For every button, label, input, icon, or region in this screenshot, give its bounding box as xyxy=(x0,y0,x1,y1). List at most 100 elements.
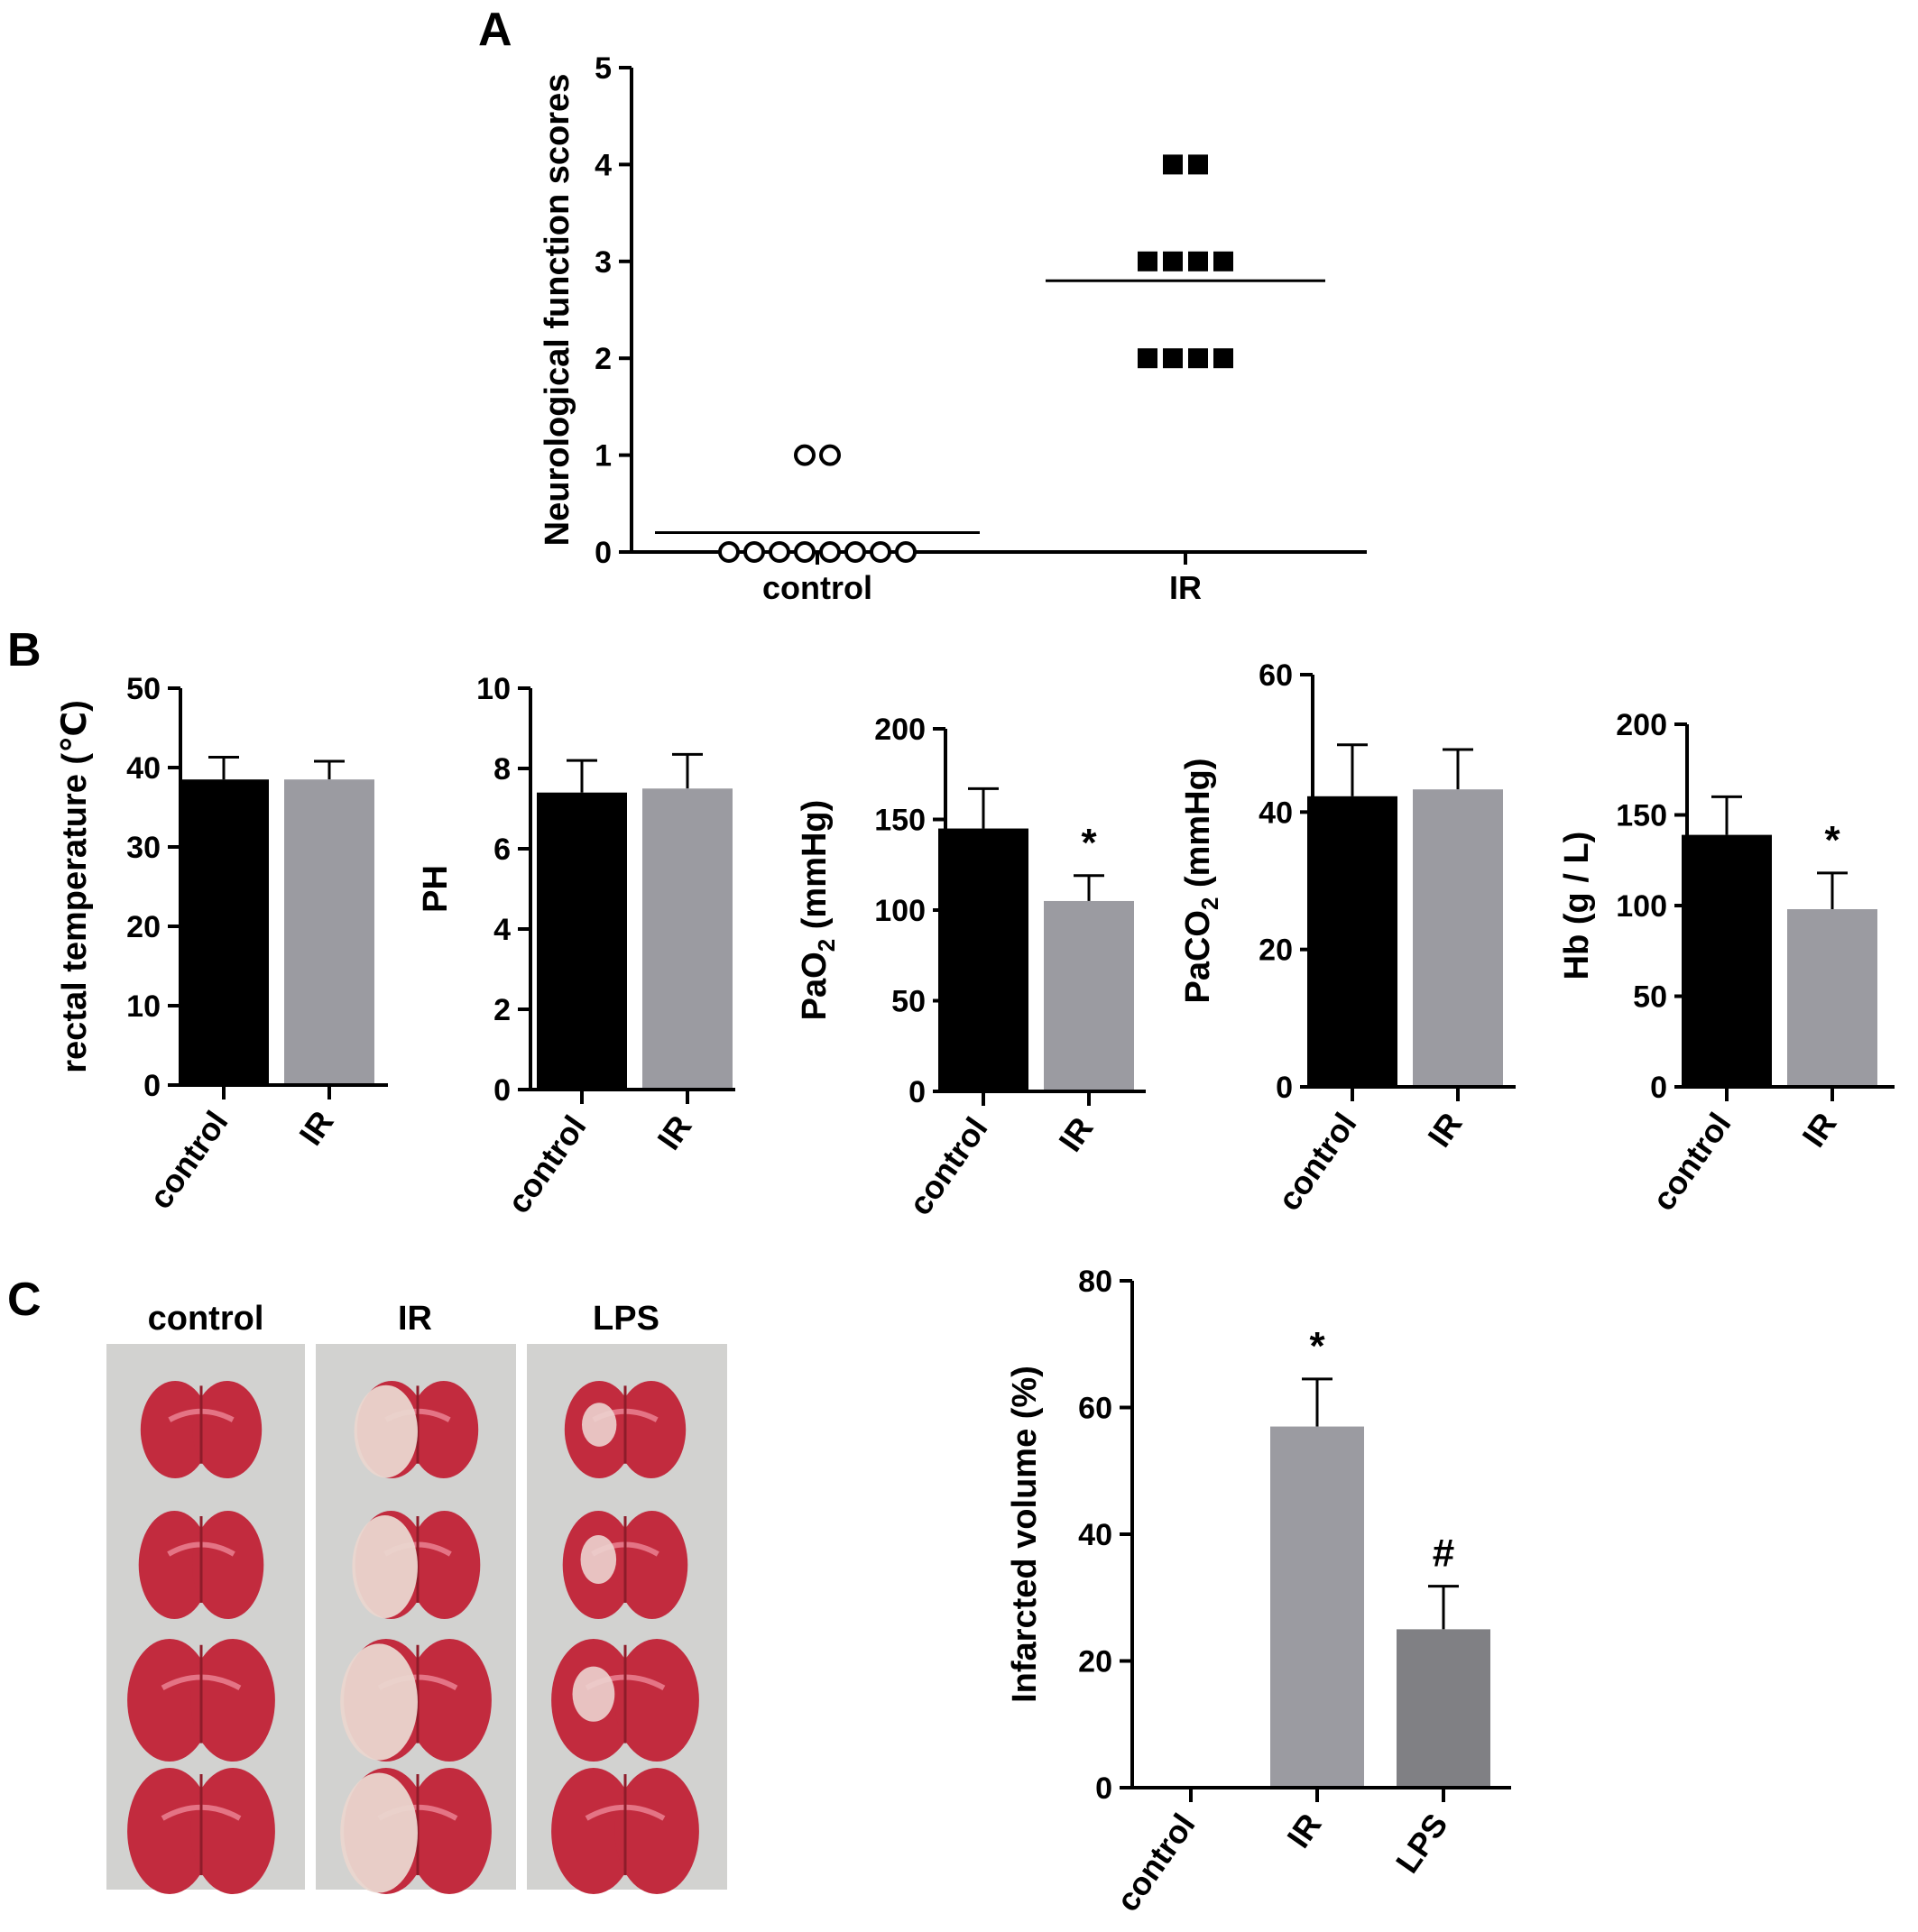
bar-control xyxy=(938,828,1028,1091)
x-tick-label-control: control xyxy=(762,569,872,606)
x-tick-label-lps: LPS xyxy=(1388,1807,1455,1880)
y-tick-label: 150 xyxy=(1616,799,1667,833)
y-axis-label: PaO2 (mmHg) xyxy=(796,800,840,1021)
y-axis-label: Infarcted volume (%) xyxy=(1006,1366,1044,1703)
slice-right-hemisphere xyxy=(190,1639,275,1762)
data-point-control xyxy=(819,541,841,563)
data-point-control xyxy=(718,541,740,563)
y-tick-label: 0 xyxy=(595,536,612,570)
data-point-control xyxy=(769,541,790,563)
bar-ir xyxy=(642,788,733,1090)
slice-right-hemisphere xyxy=(192,1511,264,1619)
bar-ir xyxy=(284,779,374,1085)
data-point-control xyxy=(794,444,816,466)
y-tick-label: 2 xyxy=(493,993,511,1027)
y-tick-label: 50 xyxy=(891,985,926,1019)
slice-infarct-region xyxy=(352,1515,419,1618)
x-tick-label-ir: IR xyxy=(1794,1106,1843,1154)
slice-left-hemisphere xyxy=(127,1768,212,1894)
data-point-ir xyxy=(1163,251,1183,271)
brain-slice xyxy=(340,1639,492,1762)
bar-lps xyxy=(1397,1629,1490,1788)
brain-slice xyxy=(340,1768,492,1894)
y-tick-label: 6 xyxy=(493,833,511,867)
data-point-ir xyxy=(1163,348,1183,369)
y-tick-label: 20 xyxy=(1078,1645,1112,1679)
y-tick-label: 40 xyxy=(126,751,161,786)
x-tick-label-control: control xyxy=(500,1109,594,1219)
y-tick-label: 5 xyxy=(595,51,612,86)
brain-slice xyxy=(127,1639,275,1762)
x-tick-label-control: control xyxy=(1109,1807,1203,1918)
slice-right-hemisphere xyxy=(614,1768,699,1894)
y-tick-label: 4 xyxy=(595,148,612,182)
y-tick-label: 60 xyxy=(1078,1392,1112,1426)
y-tick-label: 8 xyxy=(493,752,511,787)
data-point-ir xyxy=(1138,251,1157,271)
chart-infarcted-volume: control * IR # LPS 0 20 40 60 80 Infarcted volume … xyxy=(1006,1265,1511,1918)
slice-right-hemisphere xyxy=(616,1381,687,1478)
significance-marker-ir: * xyxy=(1081,821,1097,865)
photo-label-ir: IR xyxy=(398,1300,432,1338)
y-tick-label: 2 xyxy=(595,342,612,376)
slice-right-hemisphere xyxy=(190,1768,275,1894)
y-axis-label: PaCO2 (mmHg) xyxy=(1179,758,1223,1003)
bar-ir xyxy=(1044,900,1134,1091)
y-axis-label: Neurological function scores xyxy=(539,74,576,547)
y-tick-label: 20 xyxy=(126,910,161,944)
brain-slice xyxy=(354,1381,479,1478)
y-tick-label: 40 xyxy=(1259,796,1293,830)
slice-left-hemisphere xyxy=(551,1768,636,1894)
photo-label-control: control xyxy=(148,1300,264,1338)
x-tick-label-ir: IR xyxy=(1169,569,1202,606)
bar-control xyxy=(537,792,627,1090)
significance-marker-ir: * xyxy=(1309,1324,1325,1368)
slice-right-hemisphere xyxy=(407,1639,492,1762)
y-tick-label: 30 xyxy=(126,831,161,865)
y-tick-label: 0 xyxy=(1650,1071,1667,1105)
y-axis-label: rectal temperature (℃) xyxy=(56,700,94,1072)
chart-neurological-scores: 0 1 2 3 4 5 Neurological function scores contro… xyxy=(539,51,1367,606)
y-tick-label: 60 xyxy=(1259,658,1293,693)
slice-right-hemisphere xyxy=(614,1639,699,1762)
bar-ir xyxy=(1787,909,1877,1087)
y-tick-label: 1 xyxy=(595,439,612,474)
slice-left-hemisphere xyxy=(140,1381,210,1478)
x-tick-label-control: control xyxy=(901,1110,995,1221)
y-tick-label: 10 xyxy=(476,672,511,706)
x-tick-label-ir: IR xyxy=(291,1104,340,1152)
bar-control xyxy=(1307,796,1397,1087)
data-point-control xyxy=(819,444,841,466)
bar-ir xyxy=(1270,1426,1364,1788)
bar-control xyxy=(1682,834,1772,1087)
y-tick-label: 0 xyxy=(1276,1071,1293,1105)
y-tick-label: 50 xyxy=(1633,980,1667,1015)
y-tick-label: 100 xyxy=(874,894,926,928)
y-tick-label: 0 xyxy=(143,1069,161,1103)
slice-right-hemisphere xyxy=(192,1381,263,1478)
x-tick-label-ir: IR xyxy=(650,1109,698,1156)
brain-slice xyxy=(564,1381,687,1478)
y-axis-label: Hb (g / L) xyxy=(1558,832,1596,980)
x-tick-label-ir: IR xyxy=(1279,1807,1328,1854)
y-tick-label: 40 xyxy=(1078,1518,1112,1552)
slice-right-hemisphere xyxy=(409,1511,481,1619)
slice-left-hemisphere xyxy=(127,1639,212,1762)
brain-slices-photo: control IR LPS xyxy=(106,1300,727,1894)
bar-control xyxy=(179,779,269,1085)
data-point-control xyxy=(870,541,891,563)
brain-slice xyxy=(140,1381,263,1478)
slice-infarct-region xyxy=(572,1666,615,1722)
slice-infarct-region xyxy=(354,1385,418,1478)
chart-rectal-temperature: control IR 0 10 20 30 40 50 rectal temperature (… xyxy=(56,672,388,1216)
slice-infarct-region xyxy=(580,1535,617,1584)
brain-slice xyxy=(562,1511,688,1619)
data-point-ir xyxy=(1188,154,1208,175)
data-point-ir xyxy=(1188,251,1208,271)
slice-infarct-region xyxy=(340,1772,418,1893)
y-tick-label: 3 xyxy=(595,245,612,280)
data-point-control xyxy=(743,541,765,563)
brain-slice xyxy=(551,1639,699,1762)
significance-marker-ir: * xyxy=(1824,818,1840,862)
